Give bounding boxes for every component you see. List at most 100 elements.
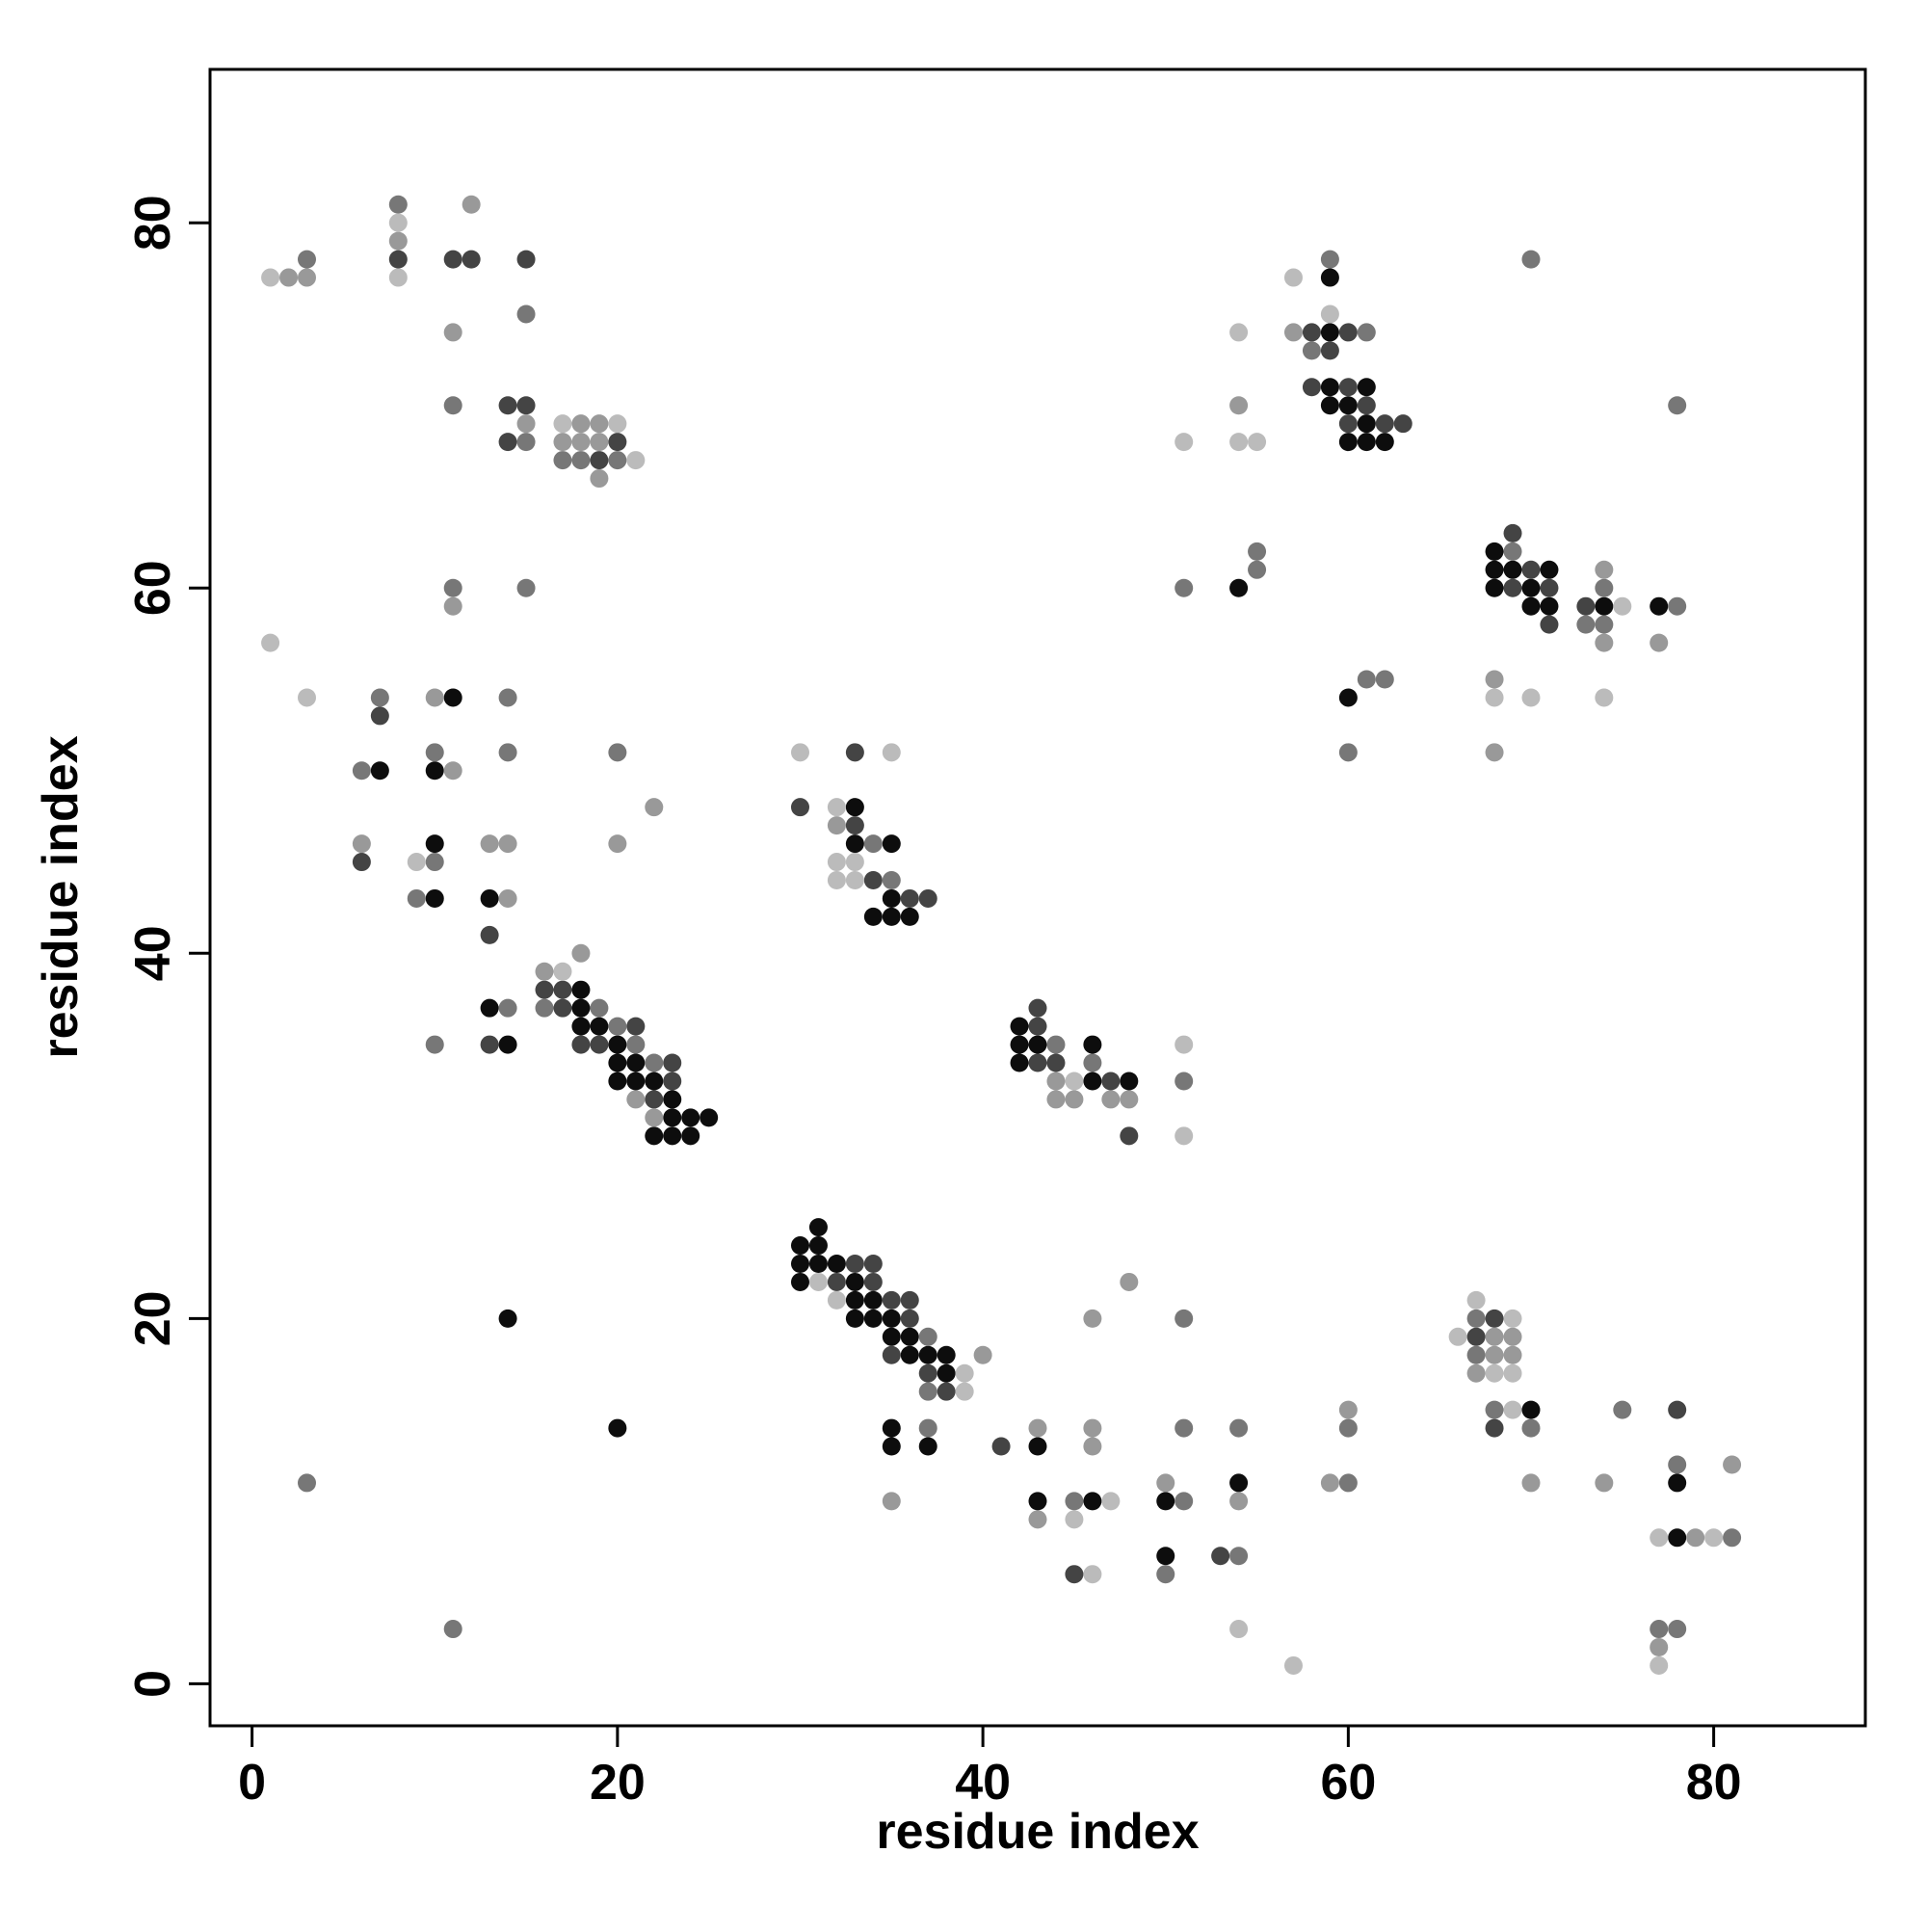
contact-point bbox=[370, 688, 389, 707]
contact-point bbox=[1010, 1035, 1029, 1054]
contact-point bbox=[516, 304, 536, 324]
contact-point bbox=[571, 1035, 591, 1054]
contact-point bbox=[1338, 396, 1358, 415]
contact-point bbox=[498, 1309, 517, 1328]
contact-point bbox=[608, 1053, 627, 1072]
contact-point bbox=[1211, 1547, 1230, 1566]
contact-point bbox=[298, 268, 317, 287]
contact-point bbox=[553, 980, 572, 999]
contact-point bbox=[498, 834, 517, 854]
contact-point bbox=[425, 743, 444, 762]
contact-point bbox=[645, 1053, 664, 1072]
contact-point bbox=[388, 268, 408, 287]
contact-point bbox=[608, 1418, 627, 1438]
contact-point bbox=[443, 323, 462, 342]
contact-point bbox=[1338, 1473, 1358, 1493]
contact-point bbox=[480, 998, 499, 1018]
contact-point bbox=[645, 1090, 664, 1109]
contact-point bbox=[1613, 1400, 1632, 1419]
contact-point bbox=[1320, 396, 1339, 415]
contact-point bbox=[1065, 1492, 1084, 1511]
contact-point bbox=[1046, 1072, 1066, 1091]
contact-point bbox=[1613, 596, 1632, 616]
contact-point bbox=[863, 834, 883, 854]
contact-point bbox=[1320, 304, 1339, 324]
contact-point bbox=[352, 761, 371, 781]
contact-point bbox=[663, 1090, 682, 1109]
contact-point bbox=[1668, 1400, 1687, 1419]
contact-point bbox=[790, 1272, 809, 1291]
contact-point bbox=[480, 925, 499, 944]
contact-point bbox=[827, 1272, 846, 1291]
contact-point bbox=[1028, 1418, 1047, 1438]
contact-point bbox=[1175, 578, 1194, 597]
contact-point bbox=[1485, 688, 1504, 707]
contact-point bbox=[1375, 433, 1394, 452]
contact-point bbox=[1540, 578, 1559, 597]
contact-point bbox=[790, 1254, 809, 1273]
contact-point bbox=[1083, 1309, 1102, 1328]
contact-point bbox=[808, 1236, 828, 1256]
contact-point bbox=[1083, 1437, 1102, 1456]
contact-point bbox=[955, 1382, 974, 1401]
contact-point bbox=[1046, 1090, 1066, 1109]
contact-point bbox=[1120, 1072, 1139, 1091]
contact-point bbox=[663, 1126, 682, 1146]
contact-point bbox=[516, 250, 536, 269]
contact-point bbox=[480, 834, 499, 854]
y-tick-label: 0 bbox=[125, 1670, 181, 1698]
contact-point bbox=[863, 907, 883, 926]
contact-point bbox=[443, 688, 462, 707]
contact-point bbox=[553, 414, 572, 434]
contact-point bbox=[1338, 1418, 1358, 1438]
contact-point bbox=[882, 1492, 901, 1511]
contact-point bbox=[516, 414, 536, 434]
contact-point bbox=[1595, 688, 1614, 707]
contact-point bbox=[1320, 341, 1339, 360]
contact-point bbox=[1650, 1620, 1669, 1639]
contact-point bbox=[845, 853, 864, 872]
contact-point bbox=[261, 268, 280, 287]
contact-point bbox=[863, 1309, 883, 1328]
contact-point bbox=[462, 195, 481, 214]
contact-point bbox=[1320, 1473, 1339, 1493]
contact-point bbox=[1065, 1090, 1084, 1109]
x-tick-label: 80 bbox=[1686, 1755, 1742, 1811]
contact-point bbox=[681, 1108, 700, 1127]
contact-point bbox=[900, 1309, 919, 1328]
y-tick-label: 60 bbox=[125, 560, 181, 616]
contact-point bbox=[480, 1035, 499, 1054]
contact-point bbox=[498, 688, 517, 707]
contact-point bbox=[608, 1072, 627, 1091]
contact-point bbox=[1229, 323, 1249, 342]
contact-point bbox=[1046, 1035, 1066, 1054]
contact-point bbox=[1338, 1400, 1358, 1419]
contact-point bbox=[1650, 633, 1669, 652]
contact-point bbox=[480, 888, 499, 908]
contact-point bbox=[1028, 1035, 1047, 1054]
contact-point bbox=[498, 998, 517, 1018]
contact-point bbox=[918, 1382, 937, 1401]
contact-point bbox=[1028, 1510, 1047, 1529]
contact-point bbox=[626, 1090, 646, 1109]
contact-point bbox=[1668, 1473, 1687, 1493]
contact-point bbox=[1521, 1400, 1541, 1419]
contact-point bbox=[462, 250, 481, 269]
contact-point bbox=[845, 870, 864, 889]
contact-point bbox=[1248, 542, 1267, 561]
contact-point bbox=[608, 451, 627, 470]
contact-point bbox=[1338, 743, 1358, 762]
contact-point bbox=[1248, 433, 1267, 452]
contact-point bbox=[590, 998, 609, 1018]
contact-point bbox=[1283, 268, 1303, 287]
contact-point bbox=[845, 743, 864, 762]
contact-point bbox=[991, 1437, 1011, 1456]
contact-point bbox=[918, 1345, 937, 1364]
contact-point bbox=[827, 1290, 846, 1310]
contact-point bbox=[571, 414, 591, 434]
contact-point bbox=[1393, 414, 1412, 434]
contact-point bbox=[1320, 323, 1339, 342]
contact-point bbox=[863, 870, 883, 889]
contact-point bbox=[425, 1035, 444, 1054]
contact-point bbox=[1521, 250, 1541, 269]
